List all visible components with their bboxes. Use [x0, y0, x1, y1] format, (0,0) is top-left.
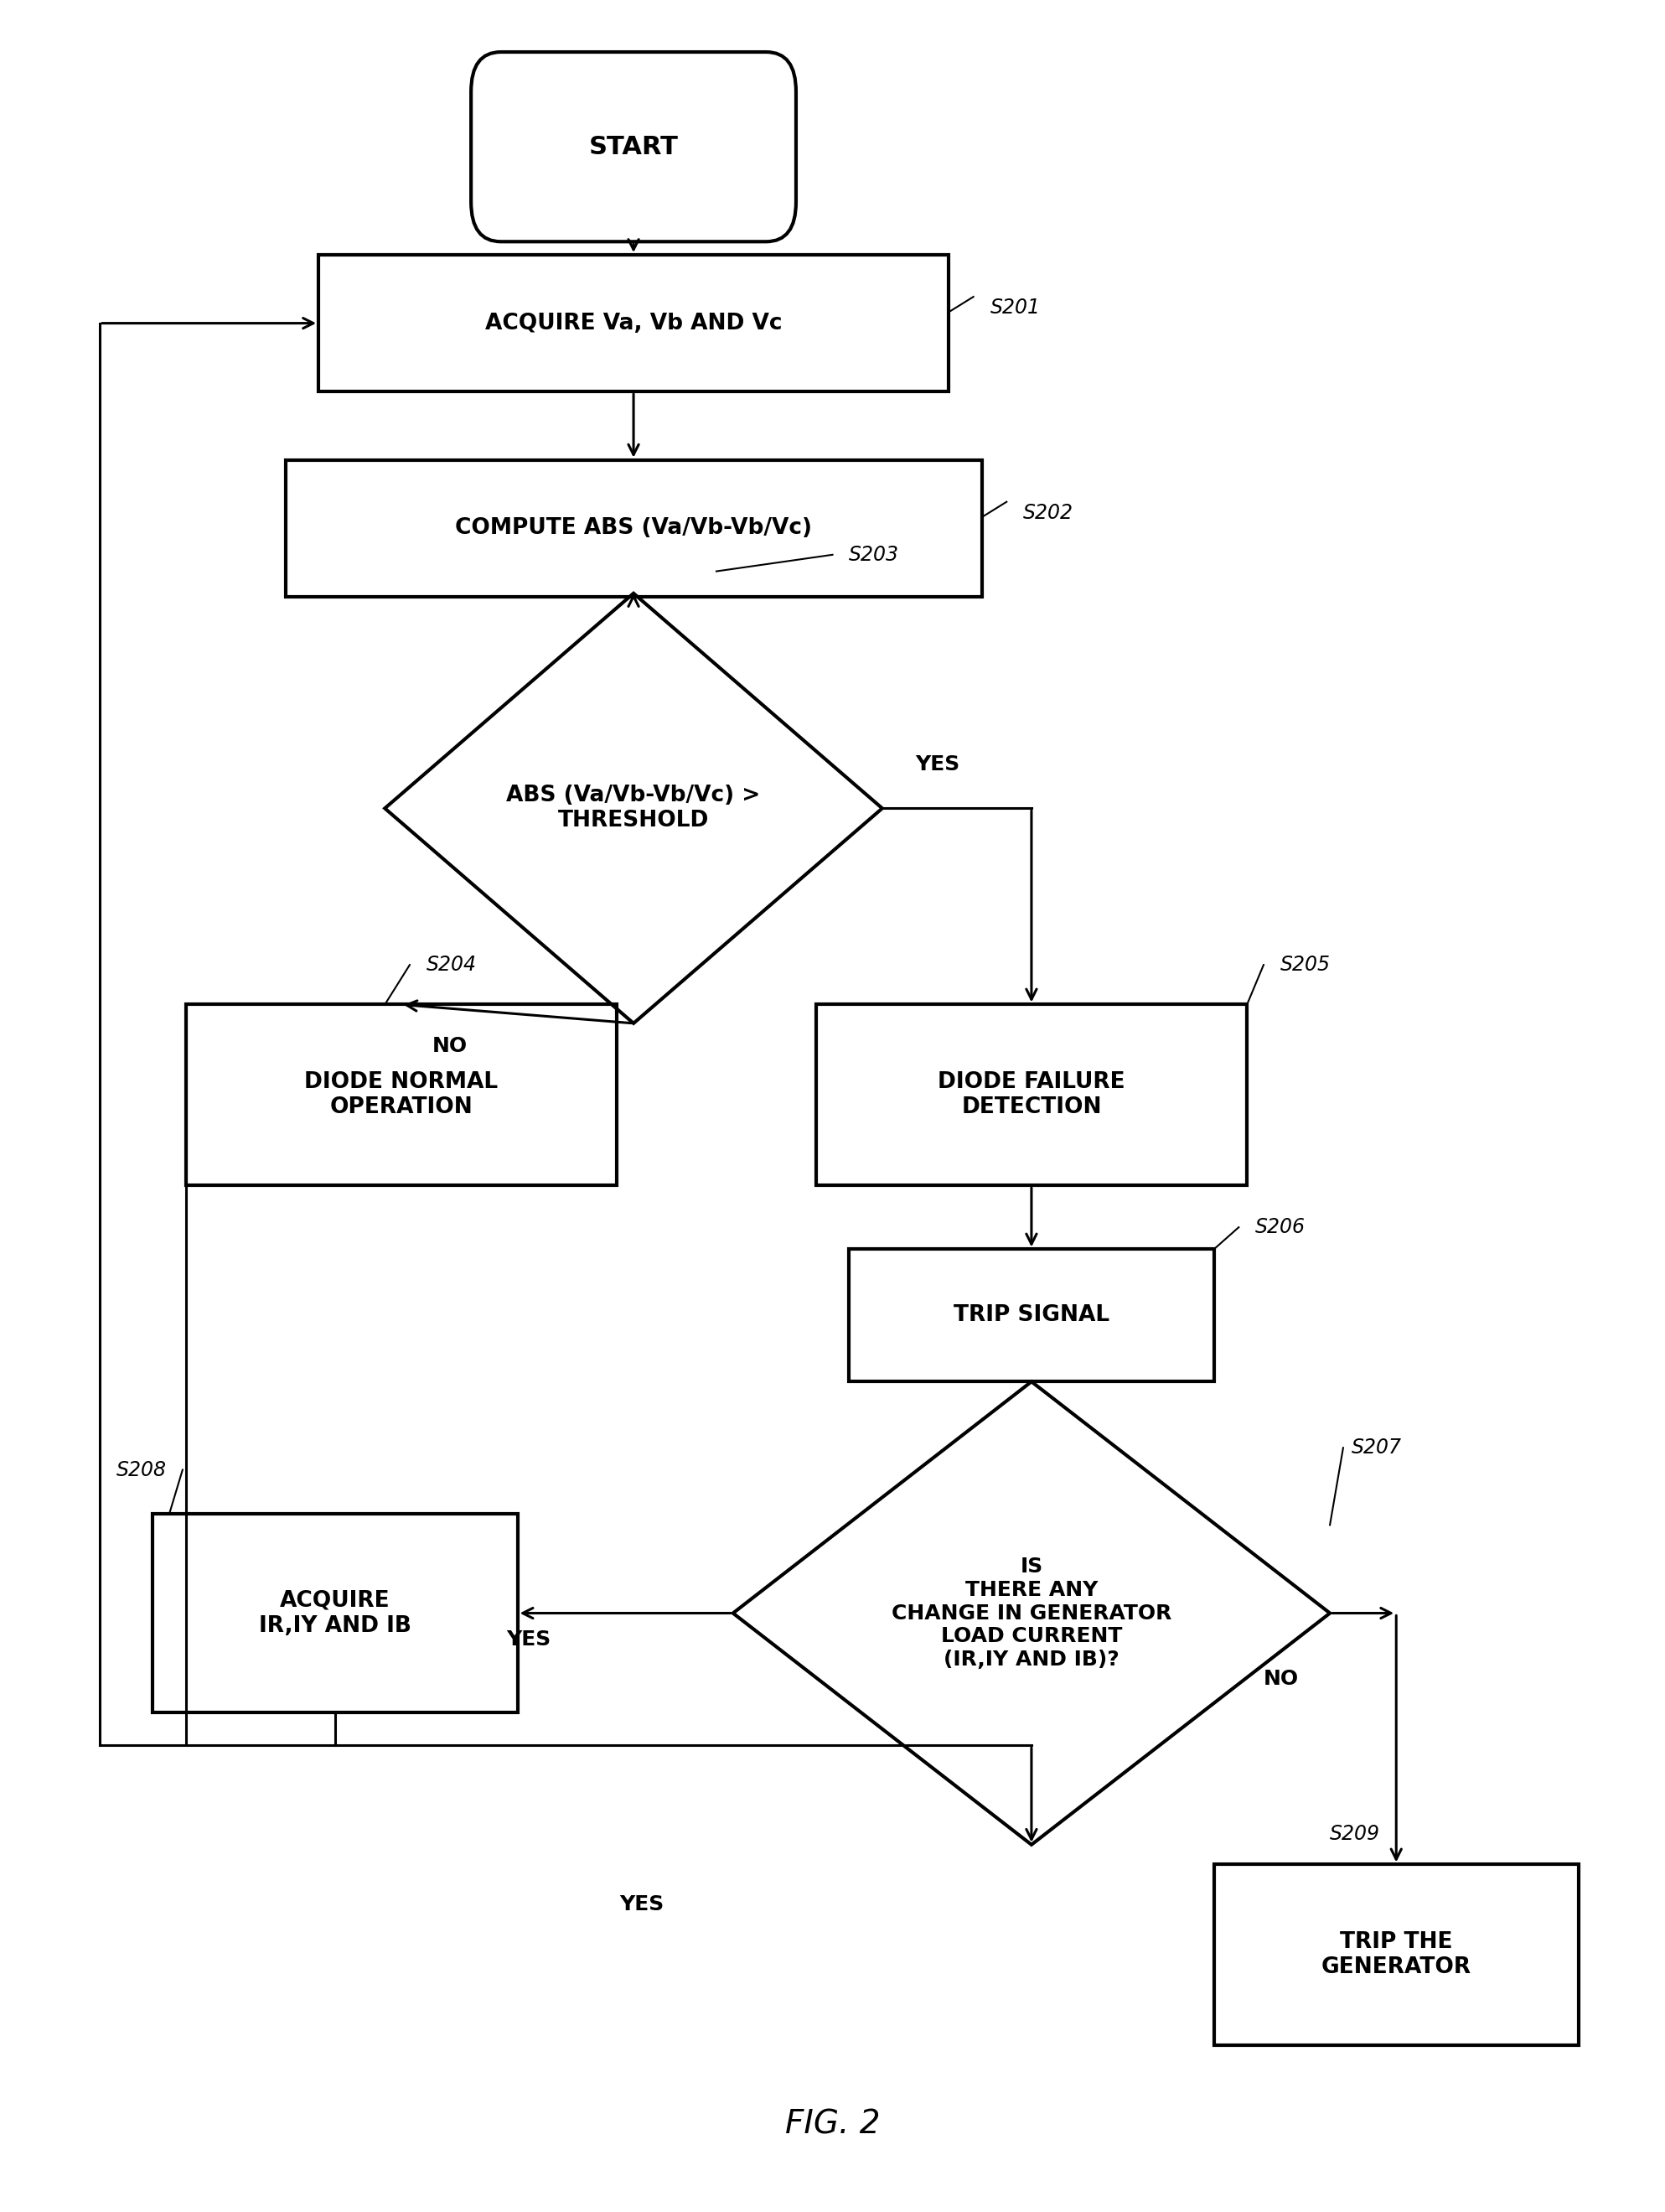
Text: YES: YES	[916, 754, 961, 774]
Text: S201: S201	[991, 299, 1041, 319]
Text: YES: YES	[619, 1893, 664, 1913]
Bar	[186, 1004, 618, 1186]
Text: COMPUTE ABS (Va/Vb-Vb/Vc): COMPUTE ABS (Va/Vb-Vb/Vc)	[455, 518, 813, 540]
Bar	[153, 1513, 518, 1712]
Text: S205: S205	[1280, 956, 1330, 975]
Text: YES: YES	[506, 1630, 551, 1650]
Text: START: START	[589, 135, 678, 159]
Text: FIG. 2: FIG. 2	[784, 2108, 881, 2141]
Text: S209: S209	[1330, 1823, 1380, 1845]
Text: S208: S208	[117, 1460, 166, 1480]
Bar	[849, 1250, 1214, 1382]
Text: S206: S206	[1255, 1217, 1305, 1237]
Text: ACQUIRE Va, Vb AND Vc: ACQUIRE Va, Vb AND Vc	[485, 312, 783, 334]
Text: S207: S207	[1352, 1438, 1402, 1458]
Text: TRIP SIGNAL: TRIP SIGNAL	[954, 1305, 1109, 1327]
Text: IS
THERE ANY
CHANGE IN GENERATOR
LOAD CURRENT
(IR,IY AND IB)?: IS THERE ANY CHANGE IN GENERATOR LOAD CU…	[891, 1557, 1172, 1670]
Text: NO: NO	[433, 1037, 468, 1057]
Text: S202: S202	[1024, 502, 1074, 522]
Bar	[318, 254, 949, 392]
Bar	[816, 1004, 1247, 1186]
Text: NO: NO	[1264, 1670, 1299, 1690]
Text: ACQUIRE
IR,IY AND IB: ACQUIRE IR,IY AND IB	[258, 1590, 411, 1637]
Bar	[1214, 1865, 1578, 2046]
Bar	[285, 460, 982, 597]
Text: DIODE FAILURE
DETECTION: DIODE FAILURE DETECTION	[937, 1071, 1126, 1119]
Text: ABS (Va/Vb-Vb/Vc) >
THRESHOLD: ABS (Va/Vb-Vb/Vc) > THRESHOLD	[506, 785, 761, 832]
Text: TRIP THE
GENERATOR: TRIP THE GENERATOR	[1320, 1931, 1472, 1978]
Text: S204: S204	[426, 956, 476, 975]
Text: DIODE NORMAL
OPERATION: DIODE NORMAL OPERATION	[305, 1071, 498, 1119]
Text: S203: S203	[849, 544, 899, 564]
